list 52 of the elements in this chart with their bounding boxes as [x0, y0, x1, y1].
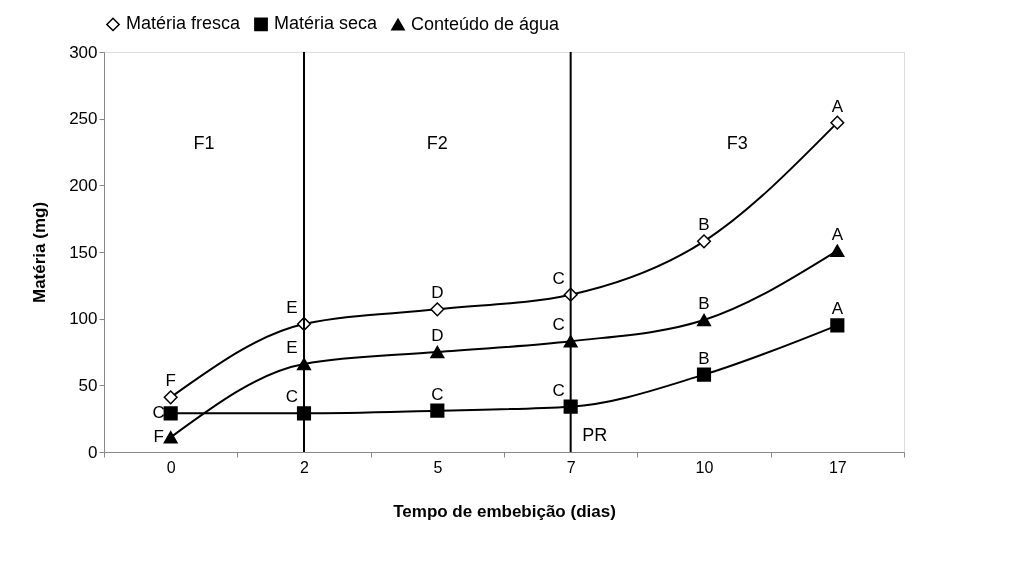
legend-label: Conteúdo de água — [411, 13, 561, 34]
annotation: C — [285, 387, 299, 407]
y-tick-label: 150 — [69, 242, 98, 262]
point — [163, 390, 178, 405]
point — [430, 345, 445, 359]
x-tick-label: 5 — [433, 458, 443, 476]
point — [430, 403, 445, 418]
annotation: C — [552, 268, 565, 288]
annotation: A — [831, 96, 844, 116]
annotation: C — [431, 384, 444, 404]
point — [830, 318, 845, 333]
annotation: C — [552, 315, 565, 335]
y-tick-label: 300 — [69, 42, 98, 62]
x-axis-title: Tempo de embebição (dias) — [393, 501, 616, 521]
annotation: A — [831, 299, 844, 319]
y-tick-label: 50 — [78, 375, 98, 395]
annotation: F3 — [726, 133, 748, 153]
x-tick-label: 2 — [300, 458, 310, 476]
legend-label: Matéria seca — [274, 13, 379, 34]
y-axis-title: Matéria (mg) — [30, 201, 50, 304]
annotation: D — [431, 283, 444, 303]
point — [696, 367, 712, 382]
point — [430, 302, 445, 317]
annotation: F1 — [193, 133, 215, 153]
annotation: PR — [582, 425, 608, 445]
point — [830, 244, 845, 257]
y-tick-label: 250 — [69, 109, 98, 129]
annotation: C — [552, 380, 565, 400]
annotation: F — [153, 427, 164, 447]
annotation: B — [698, 348, 710, 368]
point — [163, 406, 178, 421]
y-tick-label: 200 — [69, 175, 98, 195]
x-tick-label: 7 — [566, 458, 576, 476]
point — [830, 115, 845, 130]
annotation: B — [698, 215, 710, 235]
annotation: C — [152, 403, 165, 423]
point — [696, 234, 712, 249]
x-tick-label: 17 — [828, 458, 847, 476]
annotation: F2 — [426, 133, 448, 153]
x-tick-label: 0 — [166, 458, 176, 476]
annotation: F — [165, 371, 176, 391]
annotation: E — [286, 298, 298, 317]
annotation: A — [831, 224, 844, 244]
annotation: E — [286, 338, 298, 357]
x-tick-label: 10 — [695, 458, 714, 476]
point — [163, 431, 178, 444]
annotation: D — [431, 326, 444, 345]
point — [696, 313, 712, 327]
y-tick-label: 0 — [88, 442, 98, 462]
y-tick-label: 100 — [69, 309, 98, 329]
legend-label: Matéria fresca — [126, 13, 242, 34]
annotation: B — [698, 294, 710, 313]
